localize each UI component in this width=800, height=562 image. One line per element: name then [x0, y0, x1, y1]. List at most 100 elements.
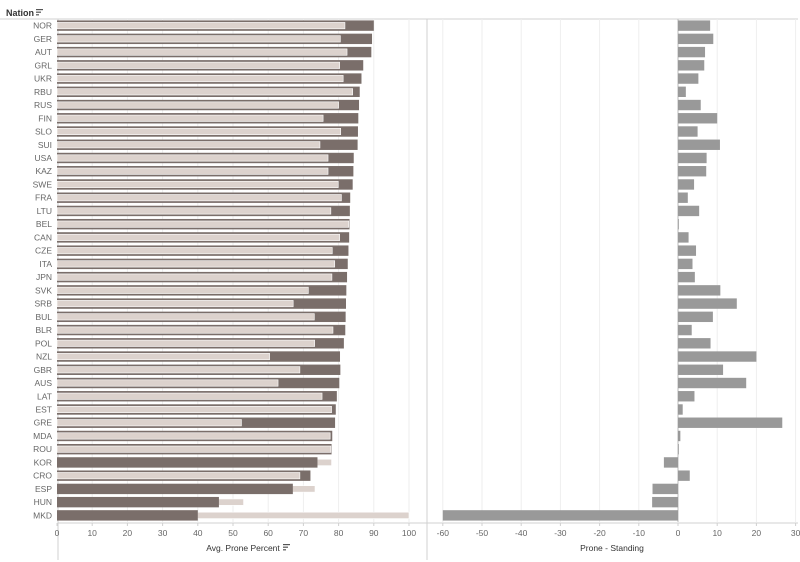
nation-label: CRO	[33, 471, 52, 481]
nation-label: RUS	[34, 100, 52, 110]
difference-bar	[678, 404, 683, 415]
prone-percent-axis-title-text: Avg. Prone Percent	[206, 543, 280, 553]
nation-label: SUI	[38, 140, 52, 150]
nation-label: JPN	[36, 272, 52, 282]
tick-label: 20	[752, 528, 762, 538]
standing-bar	[56, 180, 339, 188]
difference-bar	[678, 285, 721, 296]
difference-bar	[678, 86, 686, 98]
standing-bar	[56, 61, 340, 69]
difference-bar	[678, 139, 720, 150]
difference-bar	[678, 20, 711, 31]
tick-label: 10	[87, 528, 97, 538]
difference-bars	[442, 20, 783, 521]
difference-bar	[678, 324, 692, 336]
tick-label: 70	[299, 528, 309, 538]
nation-label: HUN	[34, 497, 52, 507]
standing-bar	[56, 75, 344, 83]
nation-label: CZE	[35, 246, 52, 256]
standing-bar	[56, 88, 353, 96]
nation-label: RBU	[34, 87, 52, 97]
nation-header[interactable]: Nation	[6, 8, 43, 18]
difference-bar	[442, 510, 678, 521]
standing-bar	[56, 379, 279, 387]
tick-label: 90	[369, 528, 379, 538]
tick-label: 40	[193, 528, 203, 538]
difference-bar	[678, 152, 707, 164]
nation-label: BLR	[35, 325, 52, 335]
tick-label: -20	[593, 528, 606, 538]
difference-bar	[652, 496, 678, 508]
difference-bar	[652, 483, 678, 495]
difference-bar	[678, 351, 757, 362]
difference-bar	[678, 179, 695, 190]
standing-bar	[56, 472, 301, 480]
tick-label: 30	[791, 528, 800, 538]
nation-label: CAN	[34, 232, 52, 242]
standing-bar	[56, 22, 346, 30]
standing-bar	[56, 419, 242, 427]
tick-label: -60	[437, 528, 450, 538]
difference-bar	[678, 232, 689, 243]
standing-bar	[56, 114, 324, 122]
sort-icon[interactable]	[283, 544, 290, 551]
nation-label: ITA	[39, 259, 52, 269]
difference-bar	[663, 457, 678, 468]
difference-bar	[678, 298, 737, 309]
standing-bar	[56, 326, 334, 334]
standing-bar	[56, 141, 321, 149]
nation-label: BUL	[35, 312, 52, 322]
difference-gridlines	[442, 19, 797, 526]
nation-label: AUS	[35, 378, 53, 388]
standing-bar	[56, 233, 340, 241]
difference-bar	[678, 192, 688, 203]
nation-label: EST	[35, 404, 52, 414]
tick-label: 100	[402, 528, 416, 538]
standing-bar	[56, 154, 329, 162]
difference-bar	[678, 245, 697, 256]
prone-percent-tick-labels: 0 10 20 30 40 50 60 70 80 90 100	[55, 528, 417, 538]
standing-bar	[56, 300, 294, 308]
tick-label: 10	[712, 528, 722, 538]
nation-label: AUT	[35, 47, 52, 57]
nation-label: SVK	[35, 285, 52, 295]
nation-label: SWE	[33, 179, 53, 189]
standing-bar	[56, 101, 339, 109]
nation-label: SRB	[35, 299, 53, 309]
standing-bar	[56, 247, 333, 255]
tick-label: -40	[515, 528, 528, 538]
nation-label: KOR	[34, 457, 52, 467]
standing-bar	[56, 220, 350, 228]
standing-bar	[56, 128, 342, 136]
tick-label: 50	[228, 528, 238, 538]
sort-icon[interactable]	[36, 9, 43, 16]
difference-bar	[678, 470, 690, 481]
difference-bar	[678, 33, 714, 45]
difference-bar	[678, 60, 705, 71]
prone-percent-bars	[56, 20, 410, 521]
nation-label: POL	[35, 338, 52, 348]
tick-label: -10	[633, 528, 646, 538]
standing-bar	[56, 445, 332, 453]
difference-bar	[678, 377, 747, 389]
difference-bar	[678, 46, 706, 58]
standing-bar	[56, 353, 270, 361]
difference-bar	[678, 126, 698, 137]
nation-label: UKR	[34, 74, 52, 84]
prone-bar	[57, 483, 293, 495]
nation-label: SLO	[35, 127, 52, 137]
standing-bar	[56, 260, 336, 268]
nation-label: MDA	[33, 431, 52, 441]
difference-tick-labels: -60 -50 -40 -30 -20 -10 0 10 20 30	[437, 528, 800, 538]
prone-percent-axis-title[interactable]: Avg. Prone Percent	[206, 543, 290, 553]
standing-bar	[56, 432, 331, 440]
tick-label: 80	[334, 528, 344, 538]
nation-header-label: Nation	[6, 8, 34, 18]
prone-bar	[57, 457, 318, 468]
difference-axis-title: Prone - Standing	[580, 543, 644, 553]
nation-label: GRL	[35, 60, 53, 70]
standing-bar	[56, 286, 309, 294]
standing-bar	[56, 339, 315, 347]
nation-label: USA	[35, 153, 53, 163]
